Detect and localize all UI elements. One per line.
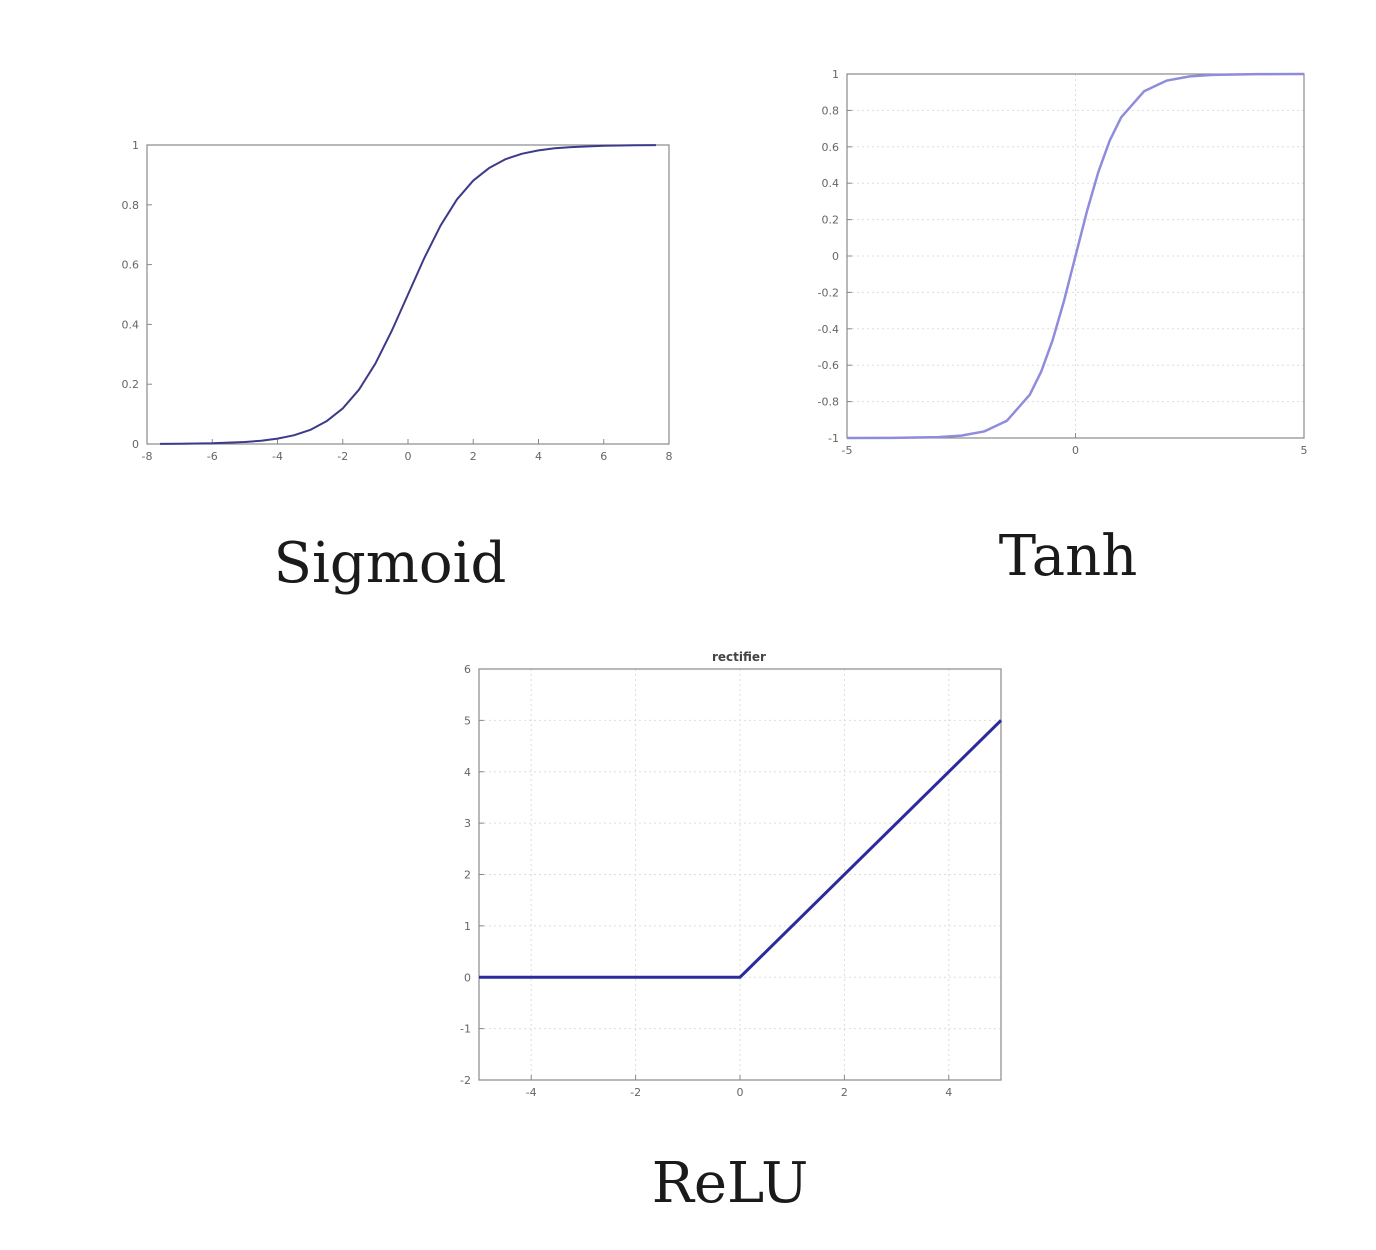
sigmoid-ytick-label-4: 0.8 xyxy=(122,199,140,212)
relu-ytick-label-2: 0 xyxy=(464,971,471,984)
relu-caption: ReLU xyxy=(652,1151,809,1216)
sigmoid-ytick-label-1: 0.2 xyxy=(122,378,140,391)
relu-ytick-label-6: 4 xyxy=(464,766,471,779)
relu-ytick-label-0: -2 xyxy=(460,1074,471,1087)
tanh-ytick-label-2: -0.6 xyxy=(818,359,839,372)
relu-xtick-label-1: -2 xyxy=(630,1086,641,1099)
sigmoid-ytick-label-3: 0.6 xyxy=(122,259,140,272)
sigmoid-panel: -8 -6 -4 -2 0 2 4 6 8 0 0.2 0.4 0.6 0.8 1 Sigmoid xyxy=(122,139,673,596)
relu-panel: rectifier -4 -2 0 2 4 -2 -1 0 1 2 3 4 5 6 ReLU xyxy=(460,650,1003,1216)
relu-xtick-label-3: 2 xyxy=(841,1086,848,1099)
sigmoid-xtick-label-8: 8 xyxy=(666,450,673,463)
sigmoid-xtick-label-4: 0 xyxy=(405,450,412,463)
relu-ytick-label-7: 5 xyxy=(464,714,471,727)
sigmoid-curve xyxy=(160,144,656,445)
tanh-curve xyxy=(846,72,1305,440)
sigmoid-xtick-label-0: -8 xyxy=(142,450,153,463)
sigmoid-xtick-label-7: 6 xyxy=(600,450,607,463)
tanh-ytick-label-0: -1 xyxy=(828,432,839,445)
sigmoid-ytick-label-5: 1 xyxy=(132,139,139,152)
sigmoid-xtick-label-1: -6 xyxy=(207,450,218,463)
sigmoid-xtick-label-2: -4 xyxy=(272,450,283,463)
tanh-ytick-label-3: -0.4 xyxy=(818,323,839,336)
tanh-xtick-label-2: 5 xyxy=(1301,444,1308,457)
sigmoid-caption: Sigmoid xyxy=(274,531,507,596)
tanh-ytick-label-6: 0.2 xyxy=(822,214,840,227)
tanh-xtick-label-0: -5 xyxy=(842,444,853,457)
sigmoid-xtick-label-3: -2 xyxy=(337,450,348,463)
relu-xtick-label-2: 0 xyxy=(737,1086,744,1099)
relu-ytick-label-8: 6 xyxy=(464,663,471,676)
relu-plot-title: rectifier xyxy=(712,650,766,664)
tanh-ytick-label-9: 0.8 xyxy=(822,104,840,117)
tanh-ytick-label-1: -0.8 xyxy=(818,396,839,409)
sigmoid-ytick-label-2: 0.4 xyxy=(122,318,140,331)
relu-xtick-label-4: 4 xyxy=(945,1086,952,1099)
tanh-ytick-label-10: 1 xyxy=(832,68,839,81)
sigmoid-xtick-label-6: 4 xyxy=(535,450,542,463)
sigmoid-ytick-label-0: 0 xyxy=(132,438,139,451)
tanh-ytick-label-4: -0.2 xyxy=(818,286,839,299)
tanh-caption: Tanh xyxy=(999,524,1138,589)
relu-ytick-label-5: 3 xyxy=(464,817,471,830)
relu-ytick-label-1: -1 xyxy=(460,1023,471,1036)
relu-line xyxy=(479,719,1003,979)
relu-ytick-label-3: 1 xyxy=(464,920,471,933)
tanh-ytick-label-8: 0.6 xyxy=(822,141,840,154)
relu-xtick-label-0: -4 xyxy=(526,1086,537,1099)
tanh-panel: -5 0 5 -1 -0.8 -0.6 -0.4 -0.2 0 0.2 0.4 0.6 0.8 1 Tan… xyxy=(818,68,1308,589)
tanh-ytick-label-5: 0 xyxy=(832,250,839,263)
relu-ytick-label-4: 2 xyxy=(464,869,471,882)
sigmoid-xtick-label-5: 2 xyxy=(470,450,477,463)
tanh-ytick-label-7: 0.4 xyxy=(822,177,840,190)
tanh-xtick-label-1: 0 xyxy=(1072,444,1079,457)
